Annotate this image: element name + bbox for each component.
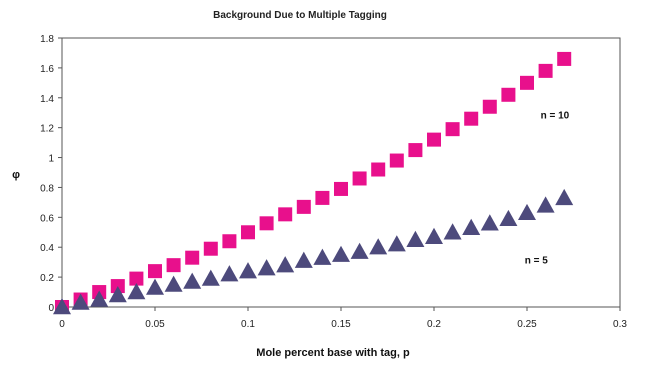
x-tick-label: 0.05 <box>145 319 165 330</box>
data-point-n5 <box>480 214 499 231</box>
data-point-n5 <box>425 227 443 244</box>
data-point-n10 <box>315 190 330 205</box>
data-point-n10 <box>296 199 311 214</box>
data-point-n5 <box>71 293 90 310</box>
data-point-n10 <box>352 171 367 186</box>
data-point-n5 <box>462 218 481 235</box>
data-point-n10 <box>538 63 553 78</box>
data-point-n5 <box>183 272 202 289</box>
data-point-n5 <box>294 251 313 268</box>
data-point-n5 <box>257 259 276 276</box>
data-point-n10 <box>278 207 293 222</box>
data-point-n5 <box>127 283 146 300</box>
data-point-n5 <box>406 230 425 247</box>
series-annotation-label: n = 5 <box>525 256 549 267</box>
data-point-n5 <box>387 235 406 252</box>
data-point-n5 <box>332 245 350 262</box>
data-point-n10 <box>464 111 479 126</box>
y-tick-label: 1.2 <box>40 124 54 135</box>
x-tick-label: 0.25 <box>517 319 537 330</box>
y-tick-label: 1 <box>48 154 54 165</box>
data-point-n10 <box>520 75 534 90</box>
x-tick-label: 0.15 <box>331 319 351 330</box>
data-point-n5 <box>313 248 332 265</box>
data-point-n5 <box>369 238 388 255</box>
data-point-n5 <box>108 286 127 303</box>
x-tick-label: 0.3 <box>613 319 627 330</box>
data-point-n10 <box>222 234 237 249</box>
data-point-n10 <box>389 153 404 168</box>
y-tick-label: 0.8 <box>40 183 54 194</box>
data-point-n5 <box>90 290 109 307</box>
data-point-n10 <box>259 216 274 231</box>
data-point-n10 <box>427 132 441 147</box>
y-tick-label: 1.4 <box>40 94 54 105</box>
data-point-n10 <box>445 122 460 137</box>
y-tick-label: 0.2 <box>40 273 54 284</box>
data-point-n10 <box>408 143 423 158</box>
data-point-n5 <box>146 278 164 295</box>
data-point-n10 <box>129 271 144 286</box>
data-point-n5 <box>518 203 536 221</box>
data-point-n10 <box>482 99 497 114</box>
x-tick-label: 0 <box>59 319 65 330</box>
plot-area: 0 0.2 0.4 0.6 0.8 1 1.2 1.4 1.6 1.8 0 0.05 0.1 0.15 0.… <box>40 34 627 330</box>
data-point-n5 <box>443 223 462 240</box>
data-point-n10 <box>185 250 200 265</box>
y-tick-label: 1.6 <box>40 64 54 75</box>
x-tick-label: 0.1 <box>241 319 255 330</box>
data-point-n5 <box>350 242 369 259</box>
data-point-n5 <box>239 262 257 279</box>
data-point-n5 <box>220 265 239 282</box>
data-point-n10 <box>203 241 218 256</box>
data-point-n5 <box>555 188 574 206</box>
series-annotation-label: n = 10 <box>541 111 570 122</box>
y-tick-label: 0.6 <box>40 213 54 224</box>
data-point-n10 <box>501 87 516 102</box>
data-point-n10 <box>166 258 181 273</box>
y-tick-label: 0 <box>48 303 54 314</box>
data-point-n10 <box>371 162 386 177</box>
y-axis-title: φ <box>12 169 20 181</box>
data-point-n5 <box>536 196 555 213</box>
data-point-n10 <box>148 264 162 279</box>
data-point-n5 <box>276 256 295 273</box>
y-tick-label: 1.8 <box>40 34 54 45</box>
data-point-n10 <box>557 51 572 66</box>
data-point-n10 <box>334 181 348 196</box>
data-point-n5 <box>53 298 71 315</box>
y-tick-label: 0.4 <box>40 243 54 254</box>
chart-title: Background Due to Multiple Tagging <box>213 10 387 21</box>
data-point-n10 <box>241 225 255 240</box>
data-point-n5 <box>164 275 183 292</box>
data-point-n5 <box>201 269 220 286</box>
x-tick-label: 0.2 <box>427 319 441 330</box>
data-point-n5 <box>499 209 518 227</box>
x-axis-title: Mole percent base with tag, p <box>256 347 410 359</box>
